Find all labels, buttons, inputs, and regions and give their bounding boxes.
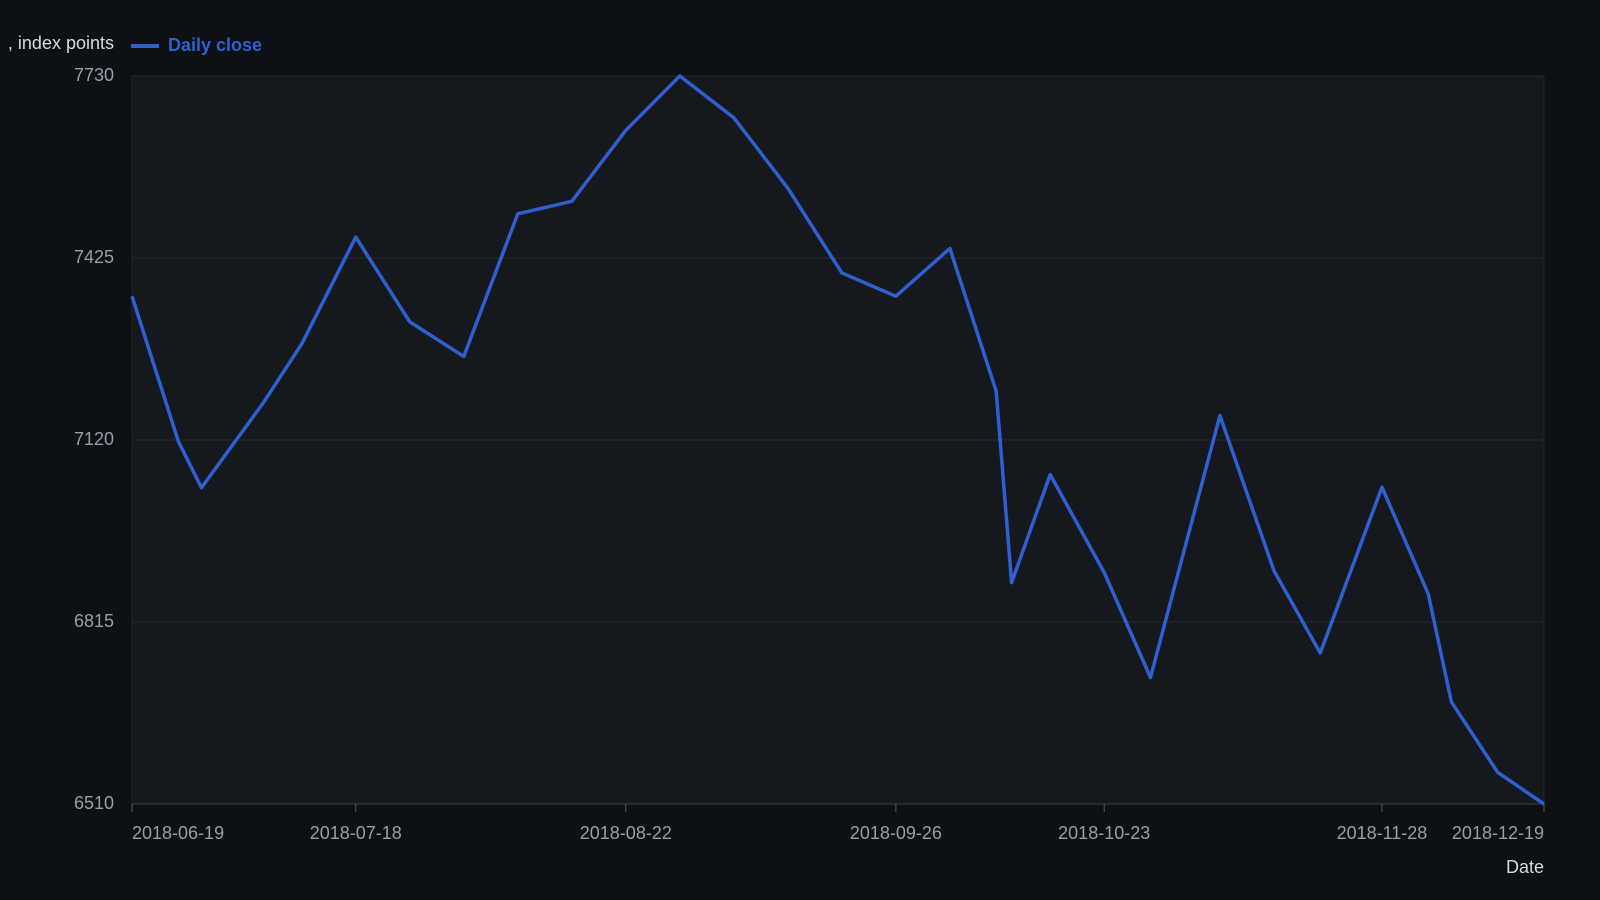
x-tick-label: 2018-10-23 — [1058, 823, 1150, 843]
x-tick-label: 2018-06-19 — [132, 823, 224, 843]
data-line — [130, 74, 1545, 806]
x-tick-label: 2018-07-18 — [310, 823, 402, 843]
y-tick-label: 6510 — [74, 793, 114, 813]
y-tick-label: 6815 — [74, 611, 114, 631]
x-tick-label: 2018-12-19 — [1452, 823, 1544, 843]
y-tick-label: 7425 — [74, 247, 114, 267]
y-axis-title: , index points — [8, 33, 114, 53]
y-tick-label: 7120 — [74, 429, 114, 449]
y-tick-label: 7730 — [74, 65, 114, 85]
x-tick-label: 2018-11-28 — [1337, 823, 1428, 843]
x-tick-label: 2018-08-22 — [580, 823, 672, 843]
legend-label: Daily close — [168, 35, 262, 55]
x-tick-label: 2018-09-26 — [850, 823, 942, 843]
x-axis-title: Date — [1506, 857, 1544, 877]
